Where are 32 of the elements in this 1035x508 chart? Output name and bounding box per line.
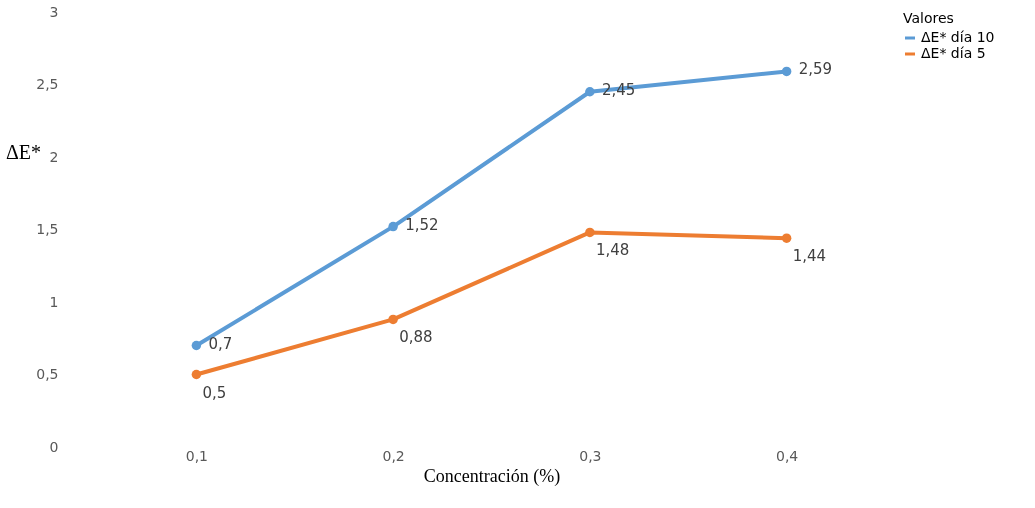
data-label: 1,44 — [792, 247, 827, 266]
x-axis-title: Concentración (%) — [423, 465, 561, 487]
point — [191, 369, 202, 380]
y-tick-label: 0,5 — [36, 366, 59, 382]
data-label: 1,52 — [405, 215, 439, 234]
y-tick-label: 0 — [49, 438, 59, 455]
x-tick-label: 0,3 — [579, 447, 602, 464]
data-label: 2,45 — [601, 80, 636, 99]
point — [388, 314, 398, 325]
y-axis-title: ΔE* — [5, 140, 42, 163]
point — [781, 66, 792, 77]
data-label: 0,7 — [208, 334, 233, 353]
y-tick-label: 3 — [49, 3, 59, 20]
legend-label: ΔE* día 10 — [921, 29, 995, 45]
point — [585, 87, 595, 97]
y-tick-label: 2 — [49, 148, 59, 165]
x-tick-label: 0,2 — [382, 447, 405, 464]
point — [585, 227, 595, 238]
legend-title: Valores — [903, 10, 954, 26]
data-label: 0,88 — [399, 328, 433, 347]
y-tick-label: 2,5 — [36, 76, 59, 92]
point — [388, 221, 398, 232]
data-label: 2,59 — [798, 60, 833, 79]
data-label: 1,48 — [595, 241, 630, 260]
data-label: 0,5 — [202, 383, 227, 402]
point — [781, 233, 792, 243]
legend-label: ΔE* día 5 — [921, 45, 986, 61]
y-tick-label: 1,5 — [36, 221, 59, 237]
x-tick-label: 0,4 — [775, 447, 799, 464]
y-tick-label: 1 — [49, 293, 59, 310]
x-tick-label: 0,1 — [185, 447, 209, 464]
point — [191, 340, 202, 351]
